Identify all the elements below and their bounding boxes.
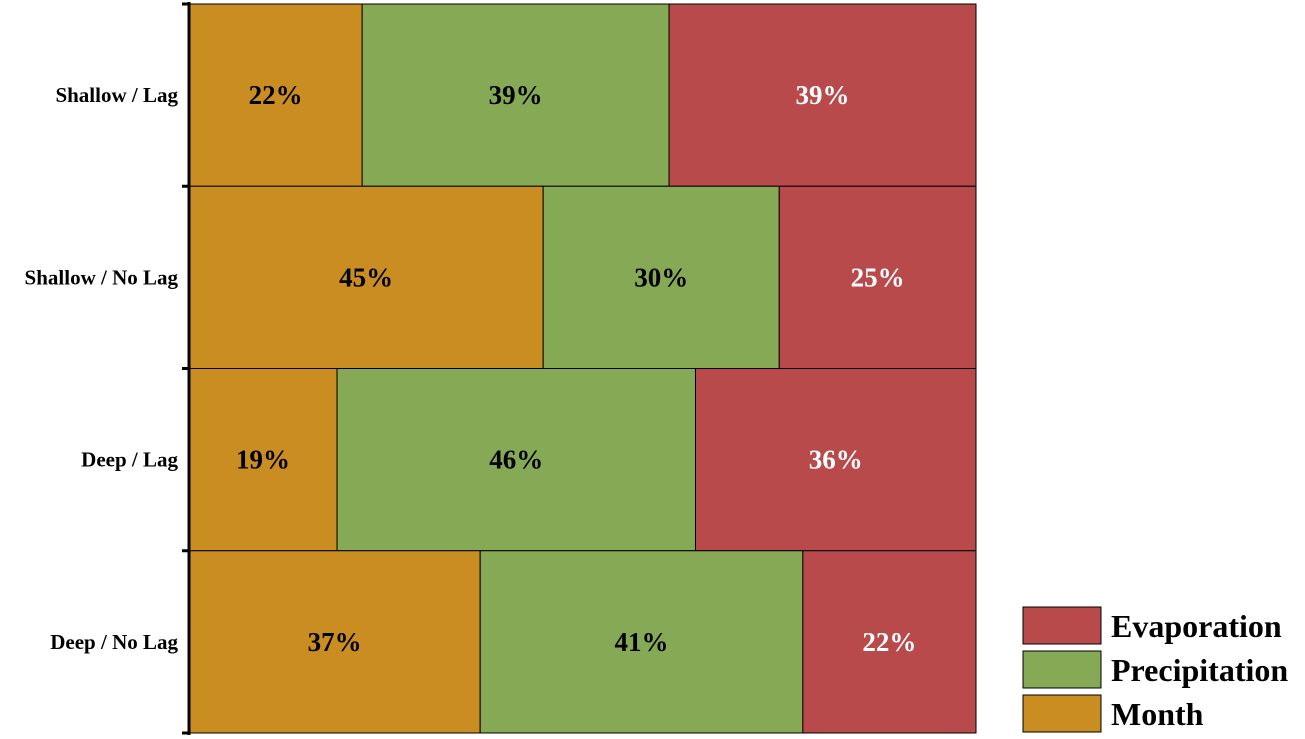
bar-precipitation-deep-lag <box>336 368 696 552</box>
bar-segments: 22% 39% 39% 45% 30% 25% 19% 46% 36% 37% 41% 22% <box>188 3 977 734</box>
category-label-deep-lag: Deep / Lag <box>81 448 178 472</box>
data-label-evaporation-deep-lag: 36% <box>809 445 863 475</box>
category-label-shallow-no-lag: Shallow / No Lag <box>25 265 179 289</box>
bar-month-deep-lag <box>188 368 338 552</box>
bar-month-shallow-no-lag <box>188 185 544 369</box>
data-label-month-shallow-lag: 22% <box>249 80 303 110</box>
category-label-shallow-lag: Shallow / Lag <box>55 83 178 107</box>
legend: Evaporation Precipitation Month <box>1022 606 1288 733</box>
legend-label-month: Month <box>1111 696 1204 732</box>
legend-swatch-precipitation <box>1022 650 1102 689</box>
data-label-month-shallow-no-lag: 45% <box>339 262 393 292</box>
y-axis <box>182 2 191 735</box>
bar-evaporation-shallow-lag <box>668 3 977 187</box>
data-label-month-deep-no-lag: 37% <box>308 627 362 657</box>
category-label-deep-no-lag: Deep / No Lag <box>50 630 178 654</box>
category-labels: Shallow / Lag Shallow / No Lag Deep / Lag D… <box>25 83 179 654</box>
data-label-evaporation-shallow-lag: 39% <box>796 80 850 110</box>
legend-swatch-month <box>1022 694 1102 733</box>
data-label-precipitation-shallow-no-lag: 30% <box>634 262 688 292</box>
data-label-precipitation-deep-no-lag: 41% <box>615 627 669 657</box>
data-label-evaporation-shallow-no-lag: 25% <box>851 262 905 292</box>
data-label-precipitation-deep-lag: 46% <box>489 445 543 475</box>
bar-precipitation-shallow-lag <box>361 3 670 187</box>
data-label-precipitation-shallow-lag: 39% <box>489 80 543 110</box>
bar-month-shallow-lag <box>188 3 363 187</box>
legend-swatch-evaporation <box>1022 606 1102 645</box>
data-label-month-deep-lag: 19% <box>236 445 290 475</box>
bar-month-deep-no-lag <box>188 550 481 734</box>
bar-evaporation-shallow-no-lag <box>778 185 977 369</box>
bar-evaporation-deep-no-lag <box>802 550 977 734</box>
bar-precipitation-shallow-no-lag <box>542 185 780 369</box>
legend-label-evaporation: Evaporation <box>1111 608 1282 644</box>
data-label-evaporation-deep-no-lag: 22% <box>862 627 916 657</box>
legend-label-precipitation: Precipitation <box>1111 652 1288 688</box>
